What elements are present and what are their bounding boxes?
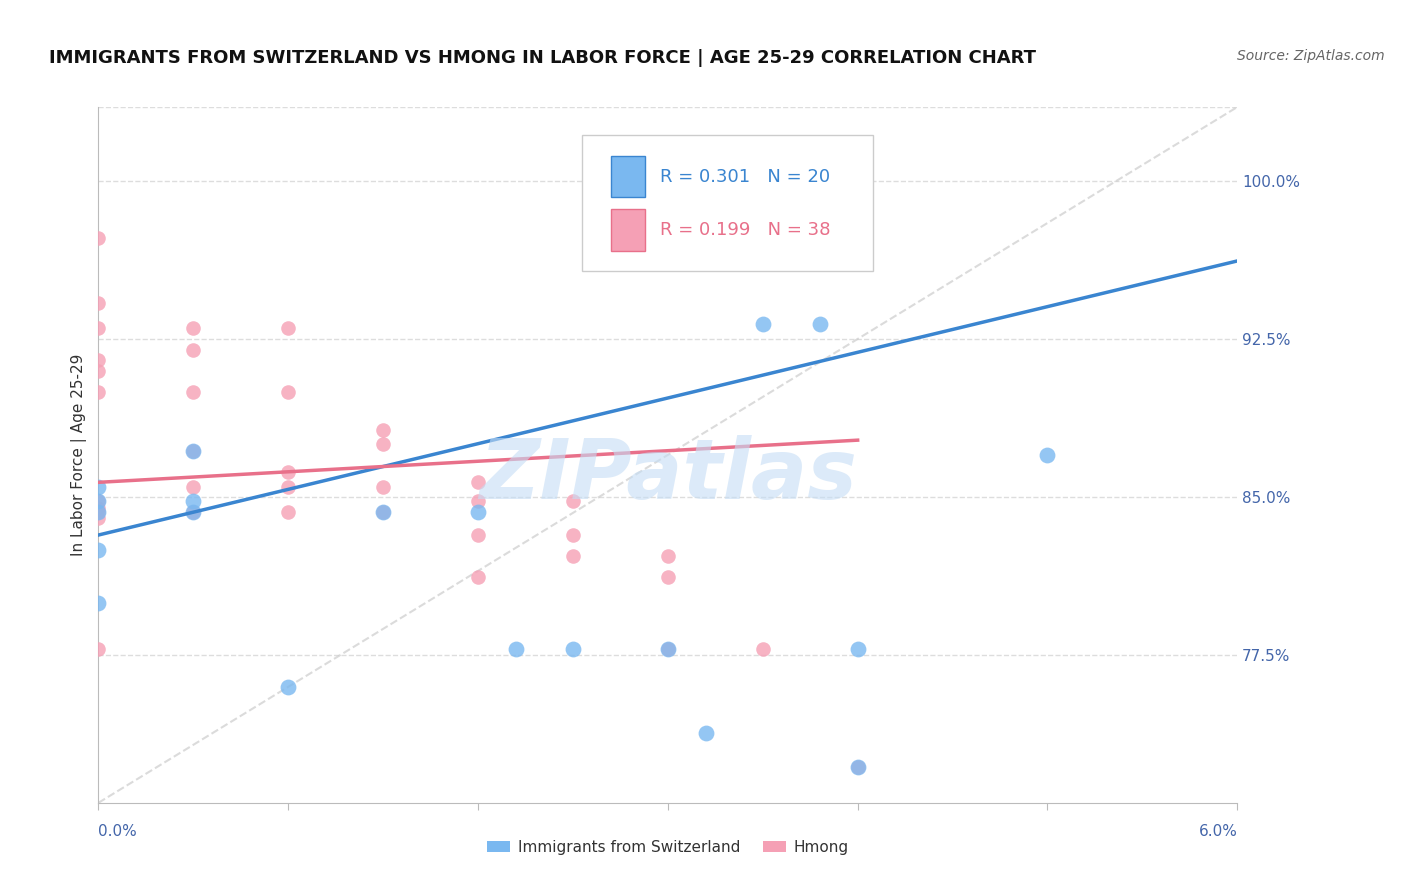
Point <box>183 494 205 508</box>
Point <box>183 321 205 335</box>
Point <box>87 505 110 519</box>
Point <box>467 528 489 542</box>
Point <box>87 494 110 508</box>
Point <box>87 363 110 377</box>
Text: Source: ZipAtlas.com: Source: ZipAtlas.com <box>1237 49 1385 63</box>
Point <box>87 321 110 335</box>
Point <box>371 505 394 519</box>
Point <box>277 384 299 399</box>
Text: ZIPatlas: ZIPatlas <box>479 435 856 516</box>
Point <box>371 479 394 493</box>
Point <box>277 465 299 479</box>
Point <box>183 505 205 519</box>
Text: 0.0%: 0.0% <box>98 823 138 838</box>
Point <box>183 443 205 458</box>
Point <box>695 726 717 740</box>
Point <box>657 641 679 656</box>
Point <box>467 570 489 584</box>
Point <box>846 760 869 774</box>
Point <box>277 321 299 335</box>
Point <box>87 296 110 310</box>
Point <box>87 494 110 508</box>
Point <box>277 680 299 694</box>
Y-axis label: In Labor Force | Age 25-29: In Labor Force | Age 25-29 <box>72 354 87 556</box>
Point <box>467 475 489 490</box>
Point <box>87 384 110 399</box>
Point <box>846 641 869 656</box>
Point <box>87 511 110 525</box>
Text: IMMIGRANTS FROM SWITZERLAND VS HMONG IN LABOR FORCE | AGE 25-29 CORRELATION CHAR: IMMIGRANTS FROM SWITZERLAND VS HMONG IN … <box>49 49 1036 67</box>
Point <box>183 384 205 399</box>
Point <box>371 423 394 437</box>
FancyBboxPatch shape <box>612 156 645 197</box>
Point <box>752 641 775 656</box>
Point <box>277 479 299 493</box>
Point <box>277 505 299 519</box>
Point <box>183 343 205 357</box>
Point <box>562 549 585 563</box>
Text: R = 0.199   N = 38: R = 0.199 N = 38 <box>659 221 831 239</box>
Point <box>467 494 489 508</box>
Point <box>562 528 585 542</box>
Legend: Immigrants from Switzerland, Hmong: Immigrants from Switzerland, Hmong <box>481 834 855 862</box>
Point <box>371 505 394 519</box>
Point <box>657 641 679 656</box>
Point <box>87 542 110 557</box>
FancyBboxPatch shape <box>582 135 873 270</box>
Point <box>467 505 489 519</box>
Text: R = 0.301   N = 20: R = 0.301 N = 20 <box>659 168 830 186</box>
Point <box>752 317 775 331</box>
Point <box>183 443 205 458</box>
Point <box>657 570 679 584</box>
Point <box>183 505 205 519</box>
Point <box>505 641 527 656</box>
Point <box>87 231 110 245</box>
Point <box>1036 448 1059 462</box>
Point <box>808 317 831 331</box>
Point <box>87 505 110 519</box>
Point <box>87 641 110 656</box>
Point <box>562 494 585 508</box>
Point <box>371 437 394 451</box>
Point <box>87 479 110 493</box>
FancyBboxPatch shape <box>612 210 645 251</box>
Point <box>87 500 110 515</box>
Point <box>846 760 869 774</box>
Point <box>183 479 205 493</box>
Text: 6.0%: 6.0% <box>1198 823 1237 838</box>
Point <box>562 641 585 656</box>
Point <box>87 353 110 368</box>
Point <box>87 595 110 609</box>
Point <box>657 549 679 563</box>
